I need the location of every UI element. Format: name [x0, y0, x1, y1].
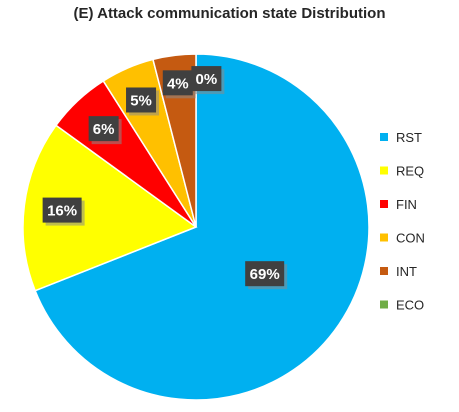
data-label-con: 5% — [126, 87, 160, 116]
svg-text:16%: 16% — [47, 203, 77, 220]
legend-swatch-con — [380, 233, 388, 242]
data-label-req: 16% — [42, 197, 85, 226]
legend: RST REQ FIN CON INT ECO — [380, 130, 425, 313]
legend-item-int: INT — [380, 264, 417, 279]
legend-item-rst: RST — [380, 130, 422, 145]
data-label-eco: 0% — [191, 66, 225, 95]
legend-item-con: CON — [380, 231, 425, 246]
svg-text:5%: 5% — [130, 92, 152, 109]
pie-slices — [22, 53, 370, 401]
pie-data-labels: 69% 16% 6% 5% 4% 0% — [42, 66, 288, 290]
legend-swatch-req — [380, 166, 388, 175]
legend-item-fin: FIN — [380, 197, 417, 212]
legend-item-req: REQ — [380, 164, 424, 179]
svg-text:6%: 6% — [93, 121, 115, 138]
chart-title: (E) Attack communication state Distribut… — [73, 5, 386, 22]
svg-text:69%: 69% — [250, 266, 280, 283]
legend-label-req: REQ — [396, 164, 424, 179]
legend-item-eco: ECO — [380, 298, 424, 313]
legend-swatch-fin — [380, 200, 388, 208]
legend-swatch-rst — [380, 133, 388, 141]
pie-slice-req — [22, 124, 198, 292]
legend-label-rst: RST — [396, 130, 422, 145]
svg-text:0%: 0% — [196, 71, 218, 88]
pie-slice-rst — [34, 53, 370, 401]
legend-label-eco: ECO — [396, 298, 424, 313]
data-label-rst: 69% — [245, 261, 288, 290]
data-label-int: 4% — [162, 70, 196, 99]
svg-text:4%: 4% — [167, 75, 189, 92]
legend-label-fin: FIN — [396, 197, 417, 212]
data-label-fin: 6% — [88, 116, 122, 145]
legend-swatch-eco — [380, 300, 388, 309]
legend-label-int: INT — [396, 264, 417, 279]
legend-swatch-int — [380, 267, 388, 275]
legend-label-con: CON — [396, 231, 425, 246]
